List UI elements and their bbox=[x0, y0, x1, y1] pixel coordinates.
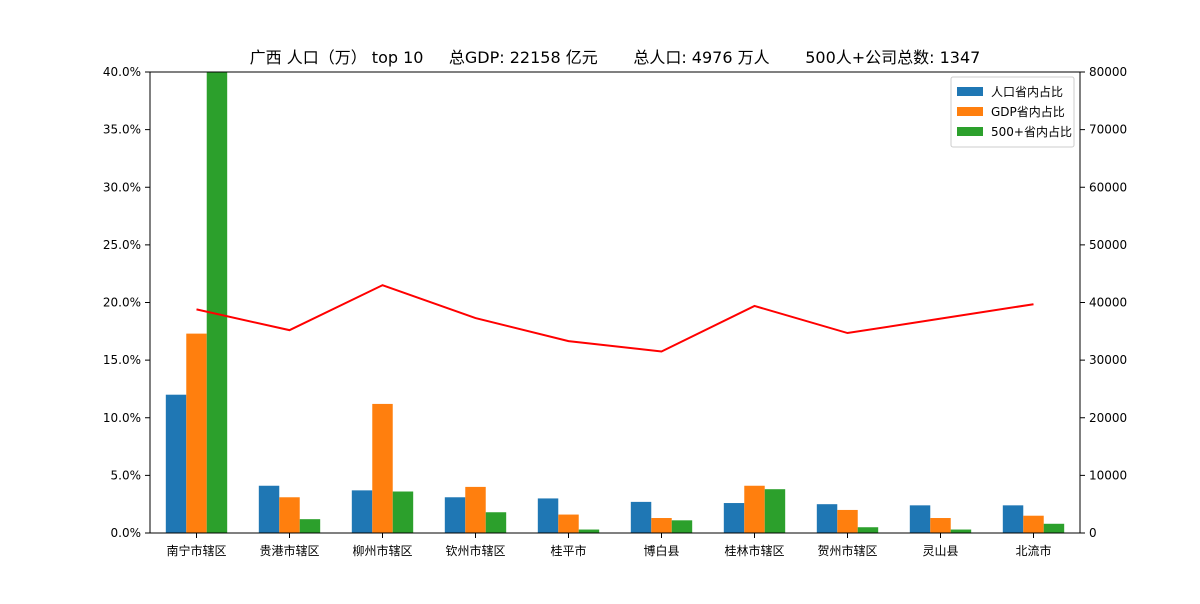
bar-3-10 bbox=[1043, 523, 1065, 533]
bar-2-3 bbox=[372, 403, 393, 533]
legend-swatch-2 bbox=[957, 107, 983, 116]
line-layer bbox=[196, 284, 1034, 353]
bar-1-5 bbox=[537, 498, 559, 533]
right-tick-label: 80000 bbox=[1089, 65, 1127, 79]
right-tick-label: 0 bbox=[1089, 526, 1097, 540]
bar-2-2 bbox=[279, 497, 300, 533]
left-tick-label: 15.0% bbox=[103, 353, 141, 367]
right-tick-label: 50000 bbox=[1089, 238, 1127, 252]
right-tick-label: 20000 bbox=[1089, 411, 1127, 425]
bar-3-1 bbox=[206, 72, 228, 533]
bar-2-4 bbox=[465, 486, 486, 533]
right-tick-label: 70000 bbox=[1089, 123, 1127, 137]
x-tick-label: 贺州市辖区 bbox=[817, 543, 877, 558]
bar-2-5 bbox=[558, 514, 579, 533]
left-tick-label: 20.0% bbox=[103, 296, 141, 310]
bar-2-1 bbox=[186, 333, 207, 533]
bar-1-9 bbox=[909, 505, 931, 533]
bar-3-2 bbox=[299, 519, 321, 533]
x-tick-label: 柳州市辖区 bbox=[352, 543, 412, 558]
bar-2-9 bbox=[930, 518, 951, 533]
bar-2-6 bbox=[651, 518, 672, 533]
left-tick-label: 5.0% bbox=[111, 468, 142, 482]
x-tick-label: 北流市 bbox=[1015, 543, 1051, 558]
legend-label-1: 人口省内占比 bbox=[991, 84, 1063, 99]
bar-3-7 bbox=[764, 489, 786, 533]
chart-title: 广西 人口（万） top 10 总GDP: 22158 亿元 总人口: 4976… bbox=[250, 48, 981, 67]
right-tick-label: 10000 bbox=[1089, 468, 1127, 482]
x-tick-label: 博白县 bbox=[643, 543, 679, 558]
bar-1-8 bbox=[816, 504, 838, 533]
x-tick-label: 钦州市辖区 bbox=[445, 543, 505, 558]
legend-label-2: GDP省内占比 bbox=[991, 104, 1065, 119]
plot-frame bbox=[149, 71, 1081, 534]
right-tick-label: 30000 bbox=[1089, 353, 1127, 367]
x-tick-label: 贵港市辖区 bbox=[259, 543, 319, 558]
left-tick-label: 35.0% bbox=[103, 123, 141, 137]
bar-3-6 bbox=[671, 520, 693, 533]
bar-1-7 bbox=[723, 503, 745, 533]
left-tick-label: 25.0% bbox=[103, 238, 141, 252]
bar-3-4 bbox=[485, 512, 507, 533]
left-tick-label: 0.0% bbox=[111, 526, 142, 540]
line-series bbox=[196, 284, 1034, 353]
right-tick-label: 40000 bbox=[1089, 296, 1127, 310]
bar-3-9 bbox=[950, 529, 972, 533]
bar-3-3 bbox=[392, 491, 414, 533]
bar-3-5 bbox=[578, 529, 600, 533]
legend-swatch-3 bbox=[957, 127, 983, 136]
x-tick-label: 桂平市 bbox=[550, 543, 586, 558]
bar-3-8 bbox=[857, 527, 879, 533]
bar-2-10 bbox=[1023, 515, 1044, 533]
left-tick-label: 10.0% bbox=[103, 411, 141, 425]
bar-1-10 bbox=[1002, 505, 1024, 533]
bar-1-4 bbox=[444, 497, 466, 533]
legend-label-3: 500+省内占比 bbox=[991, 124, 1072, 139]
bars-layer bbox=[165, 72, 1065, 533]
legend-swatch-1 bbox=[957, 87, 983, 96]
x-tick-label: 南宁市辖区 bbox=[166, 543, 226, 558]
x-tick-label: 桂林市辖区 bbox=[724, 543, 784, 558]
bar-1-2 bbox=[258, 485, 280, 533]
bar-1-3 bbox=[351, 490, 373, 533]
bar-1-1 bbox=[165, 394, 187, 533]
bar-2-7 bbox=[744, 485, 765, 533]
bar-2-8 bbox=[837, 509, 858, 533]
axes-layer: 0.0% 5.0% 10.0% 15.0% 20.0% 25.0% 30.0% 35.0% 40… bbox=[103, 65, 1127, 558]
x-tick-label: 灵山县 bbox=[922, 544, 958, 558]
bar-1-6 bbox=[630, 501, 652, 533]
right-tick-label: 60000 bbox=[1089, 180, 1127, 194]
left-tick-label: 30.0% bbox=[103, 180, 141, 194]
left-tick-label: 40.0% bbox=[103, 65, 141, 79]
legend: 人口省内占比 GDP省内占比 500+省内占比 bbox=[950, 76, 1075, 148]
